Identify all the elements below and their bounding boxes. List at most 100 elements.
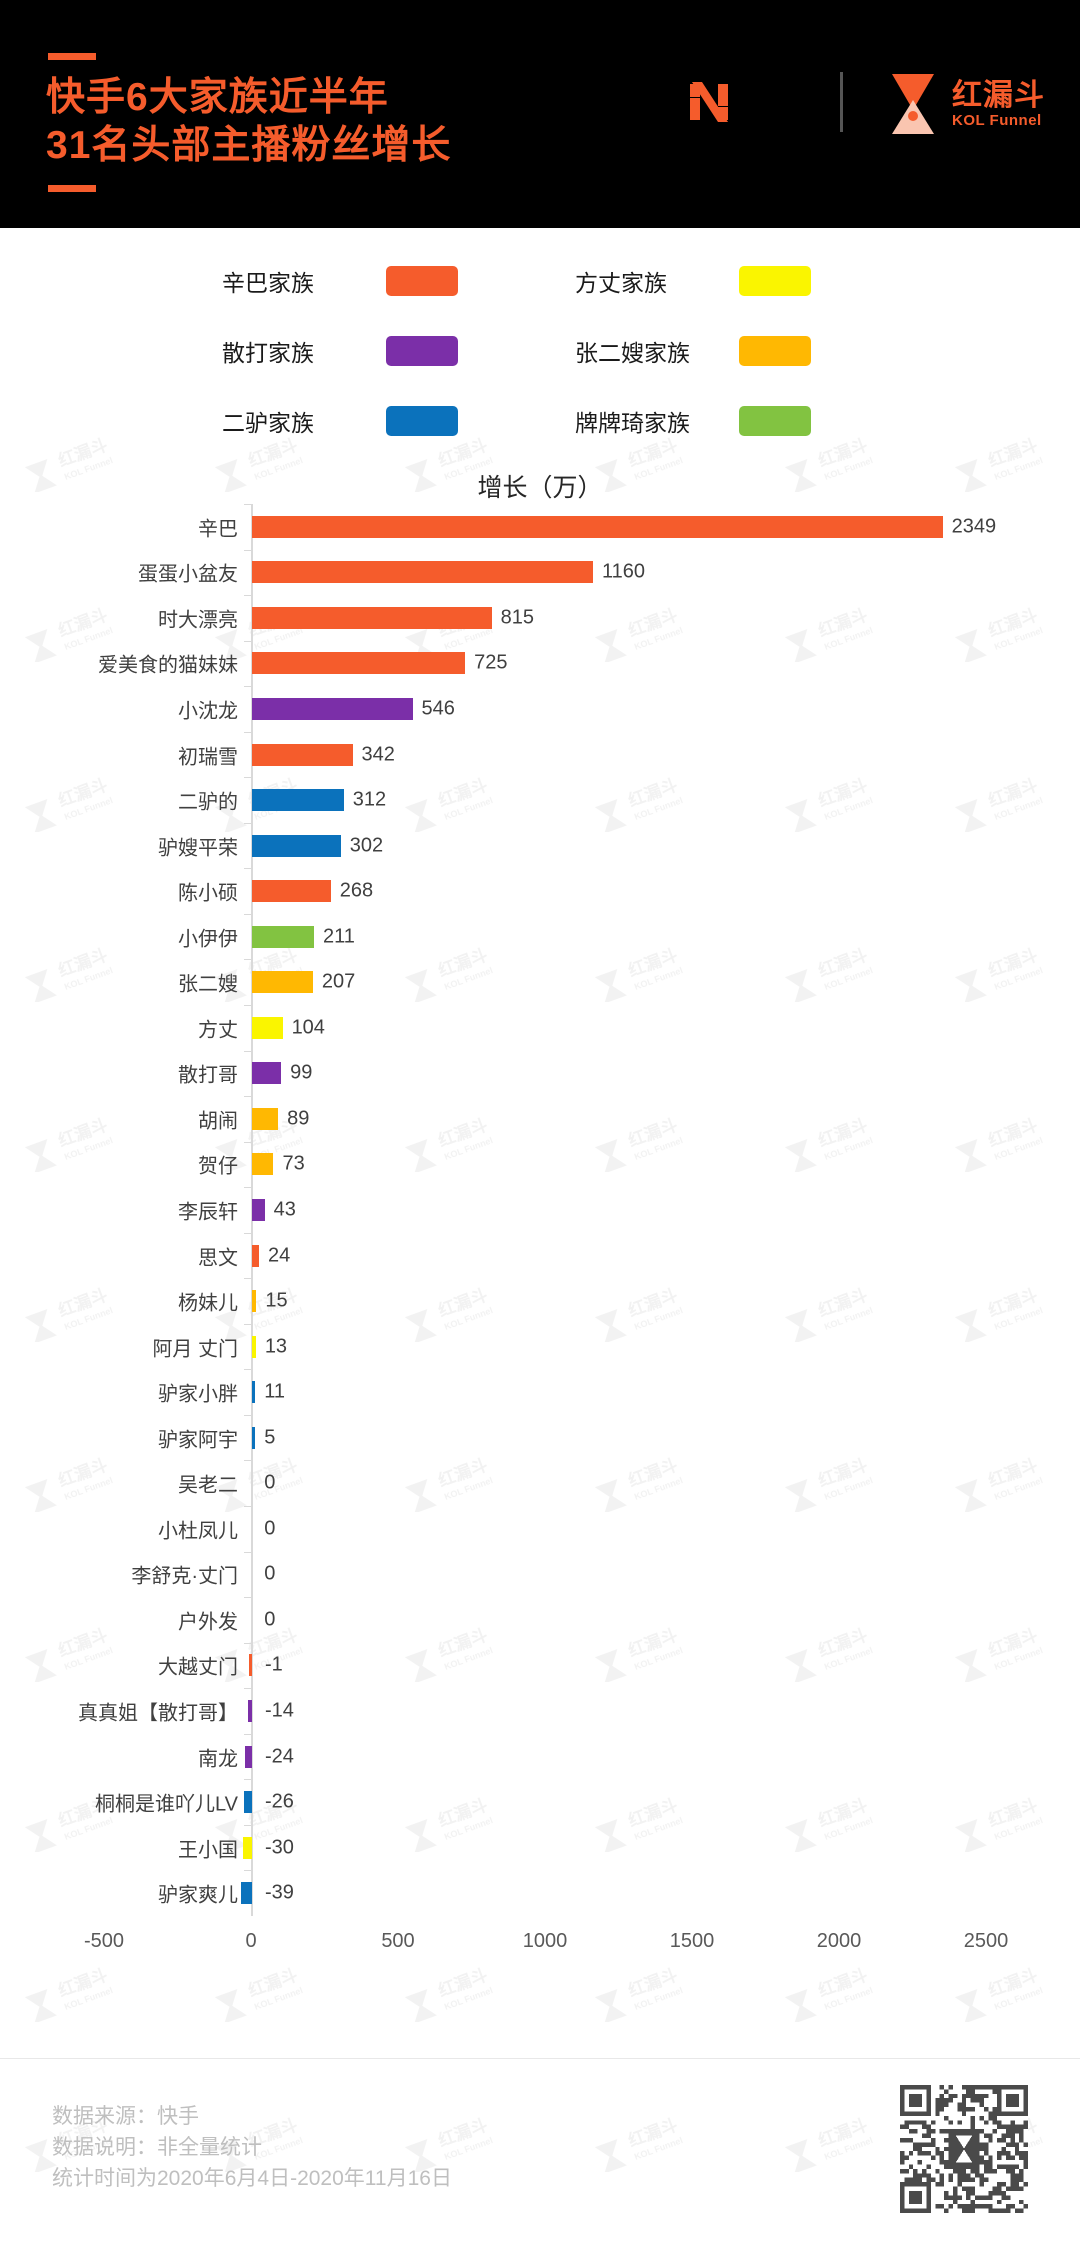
page-title: 快手6大家族近半年 31名头部主播粉丝增长 [46, 76, 452, 167]
bar-row: 贺仔 73 [0, 1141, 1080, 1188]
bar-category-label: 吴老二 [178, 1474, 238, 1497]
bar-row: 小伊伊 211 [0, 913, 1080, 960]
y-axis-tick [244, 1050, 252, 1052]
bar-row: 李辰轩 43 [0, 1187, 1080, 1233]
bar-value-label: -24 [265, 1745, 294, 1768]
bar-segment [252, 1107, 279, 1130]
bar-value-label: -14 [265, 1699, 294, 1722]
bar-value-label: 11 [264, 1380, 285, 1403]
bar-value-label: 5 [264, 1426, 276, 1449]
bar-value-label: 0 [264, 1517, 276, 1540]
bar-segment [252, 789, 344, 812]
bar-value-label: -1 [265, 1653, 283, 1676]
bar-row: 初瑞雪 342 [0, 731, 1080, 778]
legend-item-label: 二驴家族 [222, 410, 314, 436]
bar-value-label: 268 [339, 879, 374, 902]
bar-segment [252, 606, 492, 629]
brand-logo: 红漏斗 KOL Funnel [888, 70, 1045, 138]
bar-category-label: 户外发 [178, 1611, 238, 1634]
bar-category-label: 方丈 [198, 1019, 238, 1042]
bar-value-label: 89 [287, 1107, 310, 1130]
bar-category-label: 时大漂亮 [158, 609, 238, 632]
bar-chart-plot: 辛巴 2349 蛋蛋小盆友 1160 时大漂亮 815 爱美食的猫妹妹 725 小沈龙 546 初瑞… [0, 504, 1080, 1916]
bar-row: 王小国 -30 [0, 1824, 1080, 1871]
y-axis-tick [244, 504, 252, 505]
bar-value-label: 312 [352, 788, 387, 811]
bar-segment [248, 1654, 252, 1677]
bar-value-label: 15 [265, 1289, 288, 1312]
bar-category-label: 思文 [198, 1247, 238, 1270]
bar-segment [252, 1016, 283, 1039]
bar-segment [252, 697, 413, 720]
y-axis-tick [244, 868, 252, 870]
bar-row: 张二嫂 207 [0, 959, 1080, 1005]
bar-row: 散打哥 99 [0, 1050, 1080, 1097]
legend-item-散打家族: 散打家族 [0, 334, 540, 368]
bar-category-label: 陈小硕 [178, 882, 238, 905]
qr-code-icon[interactable] [900, 2085, 1028, 2213]
bar-row: 胡闹 89 [0, 1096, 1080, 1142]
bar-value-label: 43 [273, 1198, 296, 1221]
bar-row: 阿月 丈门 13 [0, 1323, 1080, 1370]
legend-color-swatch [386, 406, 458, 436]
legend-item-辛巴家族: 辛巴家族 [0, 264, 540, 298]
bar-value-label: 302 [349, 834, 384, 857]
bar-segment [252, 1290, 257, 1313]
bar-category-label: 胡闹 [198, 1110, 238, 1133]
bar-category-label: 李辰轩 [178, 1201, 238, 1224]
bar-segment [252, 515, 943, 538]
bar-row: 驴家小胖 11 [0, 1369, 1080, 1415]
page-footer: 数据来源：快手 数据说明：非全量统计 统计时间为2020年6月4日-2020年1… [0, 2058, 1080, 2260]
bar-value-label: 24 [268, 1244, 291, 1267]
bar-value-label: -26 [265, 1790, 294, 1813]
bar-category-label: 爱美食的猫妹妹 [98, 654, 238, 677]
bar-row: 思文 24 [0, 1232, 1080, 1279]
bar-segment [252, 1335, 256, 1358]
y-axis-tick [244, 1824, 252, 1826]
x-axis-ticks: -500 0 500 1000 1500 2000 2500 [0, 1930, 1080, 1970]
bar-category-label: 初瑞雪 [178, 746, 238, 768]
bar-segment [244, 1745, 252, 1768]
legend-item-张二嫂家族: 张二嫂家族 [540, 334, 1080, 368]
y-axis-tick [244, 1369, 252, 1371]
x-axis-tick-label: 2500 [963, 1930, 1009, 1952]
bar-row: 驴嫂平荣 302 [0, 822, 1080, 869]
bar-category-label: 张二嫂 [178, 973, 238, 996]
bar-category-label: 小沈龙 [178, 700, 238, 723]
legend-item-label: 散打家族 [222, 340, 314, 366]
y-axis-tick [244, 1187, 252, 1189]
legend-color-swatch [739, 406, 811, 436]
bar-row: 吴老二 0 [0, 1460, 1080, 1506]
y-axis-tick [244, 549, 252, 551]
bar-value-label: 13 [264, 1335, 288, 1358]
y-axis-tick [244, 822, 252, 824]
legend-item-label: 牌牌琦家族 [575, 410, 690, 436]
legend-item-label: 张二嫂家族 [575, 340, 690, 366]
y-axis-tick [244, 777, 252, 779]
legend-item-方丈家族: 方丈家族 [540, 264, 1080, 298]
bar-row: 驴家阿宇 5 [0, 1414, 1080, 1461]
y-axis-tick [244, 1688, 252, 1690]
bar-category-label: 散打哥 [178, 1064, 238, 1087]
bar-value-label: -39 [265, 1881, 294, 1904]
bar-category-label: 阿月 丈门 [152, 1338, 238, 1361]
footer-notes: 数据来源：快手 数据说明：非全量统计 统计时间为2020年6月4日-2020年1… [52, 2105, 452, 2190]
bar-segment [244, 1791, 252, 1814]
hourglass-funnel-icon [888, 70, 938, 138]
x-axis-tick-label: 2000 [816, 1930, 862, 1952]
bar-value-label: -30 [265, 1836, 294, 1859]
y-axis-tick [244, 1779, 252, 1781]
y-axis-tick [244, 1096, 252, 1098]
legend-color-swatch [386, 266, 458, 296]
chart-title: 增长（万） [477, 474, 603, 502]
y-axis-tick [244, 1232, 252, 1234]
bar-row: 方丈 104 [0, 1005, 1080, 1051]
bar-category-label: 蛋蛋小盆友 [138, 563, 238, 586]
bar-value-label: 815 [500, 606, 534, 629]
bar-row: 蛋蛋小盆友 1160 [0, 549, 1080, 596]
bar-category-label: 二驴的 [178, 791, 238, 814]
bar-row: 大越丈门 -1 [0, 1642, 1080, 1689]
bar-value-label: 207 [321, 970, 356, 993]
y-axis-tick [244, 595, 252, 597]
bar-value-label: 342 [361, 743, 395, 765]
